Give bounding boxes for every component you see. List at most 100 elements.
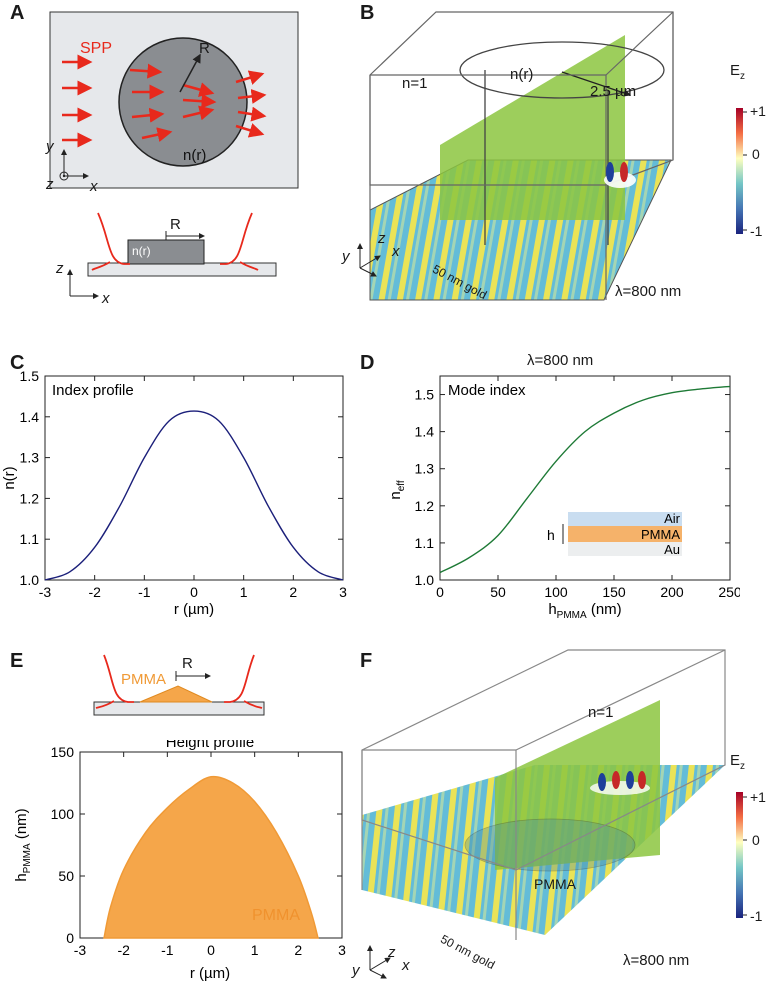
axis-z2-label: z — [56, 260, 64, 277]
radius-label-b: 2.5 µm — [590, 83, 637, 100]
axis-z-b: z — [378, 230, 386, 247]
lambda-label-f: λ=800 nm — [623, 952, 690, 969]
x-tick-label: 150 — [602, 584, 626, 600]
cbar-mid-b: 0 — [752, 146, 760, 162]
ez-label-b: Ez — [730, 62, 746, 82]
colorbar-b — [736, 108, 743, 234]
axis-z-label: z — [46, 176, 54, 193]
panel-label-e: E — [10, 650, 24, 672]
pmma-label-f: PMMA — [534, 876, 576, 892]
x-tick-label: 0 — [207, 942, 215, 958]
n1-label-f: n=1 — [588, 704, 614, 721]
cbar-top-f: +1 — [750, 789, 766, 805]
area-label: PMMA — [252, 907, 300, 924]
chart-height-profile: -3 -2 -1 0 1 2 3 0 50 100 150 Height profile r (µm) P… — [13, 740, 346, 982]
axis-y-b: y — [342, 248, 350, 265]
chart-index-profile: -3 -2 -1 0 1 2 3 1.0 1.1 1.2 1.3 1.4 1.5 Index profil… — [1, 368, 347, 618]
index2-label: n(r) — [132, 244, 151, 258]
nr-label-b: n(r) — [510, 66, 534, 83]
plot-frame — [44, 375, 344, 581]
panel-e-schematic — [93, 654, 265, 716]
x-tick-label: -3 — [74, 942, 87, 958]
axis-x2-label: x — [102, 290, 110, 307]
cbar-top-b: +1 — [750, 103, 766, 119]
x-tick-label: 2 — [294, 942, 302, 958]
lambda-label-b: λ=800 nm — [615, 283, 682, 300]
panel-label-f: F — [360, 650, 373, 672]
x-tick-label: 2 — [289, 584, 297, 600]
substrate-sideview — [87, 262, 277, 277]
inset-au-label: Au — [664, 542, 680, 557]
panel-b-simulation — [357, 11, 747, 301]
x-tick-label: 250 — [718, 584, 740, 600]
y-tick-label: 1.5 — [415, 387, 435, 403]
y-axis-label: neff — [387, 480, 407, 500]
panel-label-d: D — [360, 352, 375, 374]
y-tick-label: 1.3 — [20, 450, 40, 466]
y-tick-label: 1.5 — [20, 368, 40, 384]
x-tick-label: 100 — [544, 584, 568, 600]
spp-arrows — [62, 54, 267, 148]
y-tick-label: 1.3 — [415, 461, 435, 477]
y-tick-label: 1.1 — [415, 535, 435, 551]
lens-sideview — [127, 239, 205, 265]
data-area — [103, 775, 319, 939]
x-axis-label: r (µm) — [190, 965, 230, 982]
inset-pmma — [568, 526, 682, 542]
y-tick-label: 1.0 — [415, 572, 435, 588]
cbar-bot-b: -1 — [750, 223, 763, 239]
radius-label-e: R — [182, 655, 193, 672]
pmma-triangle — [139, 685, 213, 703]
axis-z-f: z — [388, 944, 396, 961]
pmma-label-e: PMMA — [121, 671, 166, 688]
axis-y-label: y — [46, 138, 54, 155]
x-axis-label: r (µm) — [174, 601, 214, 618]
chart-title: Height profile — [166, 740, 254, 751]
x-tick-label: -1 — [161, 942, 174, 958]
x-tick-label: 3 — [339, 584, 347, 600]
panel-label-a: A — [10, 2, 25, 24]
panel-label-c: C — [10, 352, 25, 374]
data-series — [439, 385, 731, 574]
colorbar-f — [736, 792, 743, 918]
y-tick-label: 1.2 — [20, 490, 40, 506]
index-label: n(r) — [183, 147, 207, 164]
x-tick-label: -2 — [88, 584, 101, 600]
y-tick-label: 1.4 — [20, 409, 40, 425]
inset-h-label: h — [547, 527, 555, 543]
y-tick-label: 1.0 — [20, 572, 40, 588]
x-tick-label: 1 — [240, 584, 248, 600]
chart-title: Index profile — [52, 382, 134, 399]
inset-au — [568, 542, 682, 556]
inset-air-label: Air — [664, 511, 681, 526]
y-tick-label: 1.2 — [415, 498, 435, 514]
radius-label: R — [199, 40, 210, 57]
spp-label: SPP — [80, 40, 113, 57]
y-axis-label: hPMMA (nm) — [13, 808, 33, 881]
ez-label-f: Ez — [730, 752, 746, 772]
x-tick-label: -1 — [138, 584, 151, 600]
panel-f-simulation — [361, 649, 747, 979]
x-tick-label: 0 — [190, 584, 198, 600]
y-tick-label: 1.4 — [415, 424, 435, 440]
y-tick-label: 0 — [66, 930, 74, 946]
x-tick-label: -2 — [117, 942, 130, 958]
axes-icon-a — [59, 149, 89, 181]
y-axis-label: n(r) — [1, 466, 18, 489]
n1-label-b: n=1 — [402, 75, 428, 92]
panel-a-schematic — [49, 11, 299, 299]
x-tick-label: 1 — [251, 942, 259, 958]
x-tick-label: -3 — [39, 584, 52, 600]
x-tick-label: 200 — [660, 584, 684, 600]
chart-title: Mode index — [448, 382, 526, 399]
x-tick-label: 50 — [490, 584, 506, 600]
inset-pmma-label: PMMA — [641, 527, 680, 542]
axis-x-label: x — [90, 178, 98, 195]
panel-label-b: B — [360, 2, 375, 24]
x-axis-label: hPMMA (nm) — [548, 601, 621, 620]
substrate-e — [93, 701, 265, 716]
x-tick-label: 0 — [436, 584, 444, 600]
cbar-bot-f: -1 — [750, 908, 763, 924]
chart-d-top: λ=800 nm — [527, 352, 594, 369]
y-tick-label: 100 — [51, 806, 75, 822]
